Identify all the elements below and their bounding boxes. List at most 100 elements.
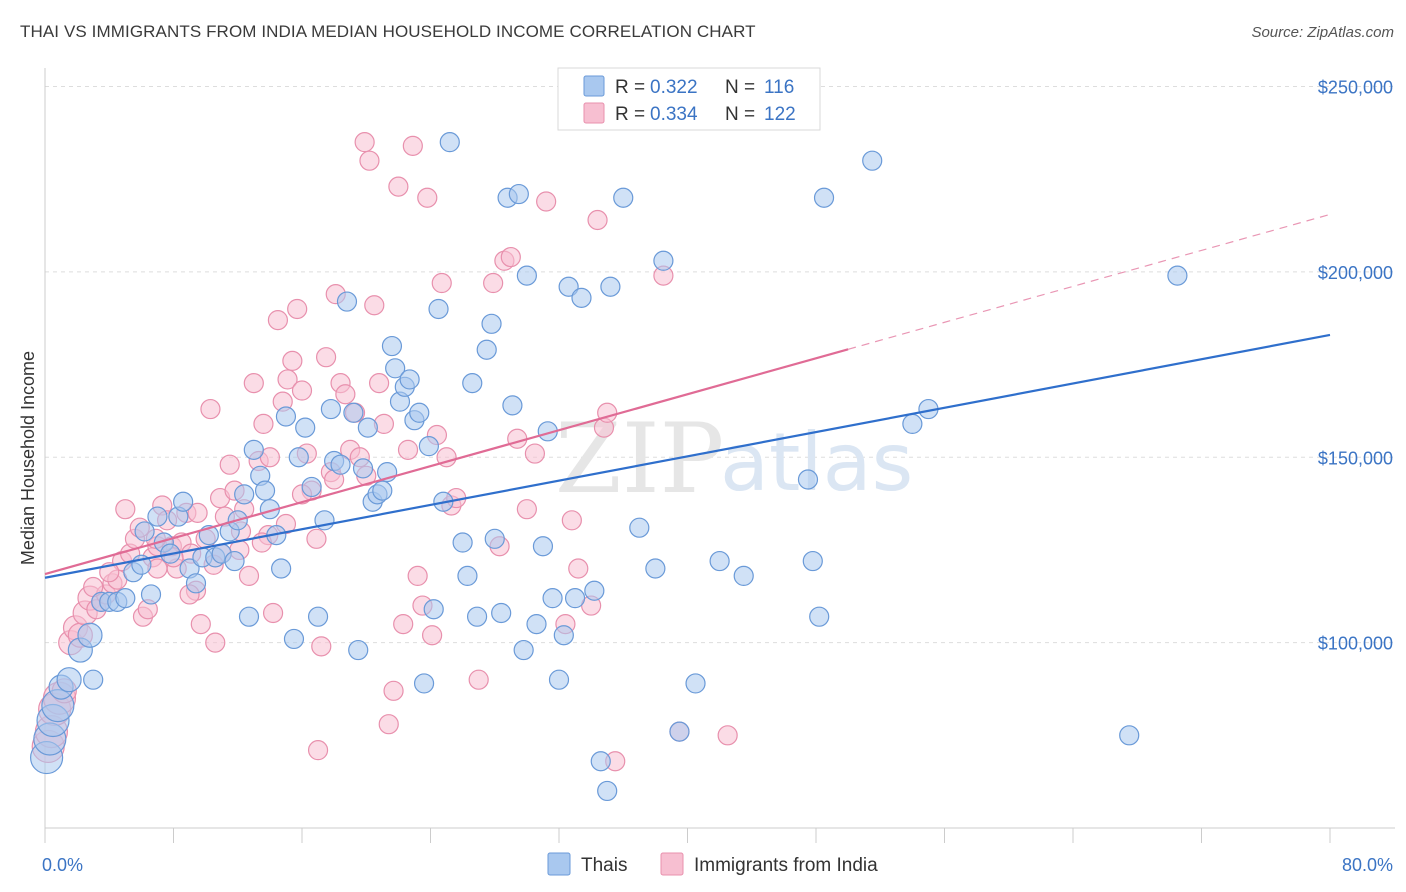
thai-point [452,532,473,553]
thai-point [428,298,449,320]
india-point [243,373,264,394]
thai-point [526,613,547,635]
thai-point [669,721,690,742]
legend-n-label: N = [725,77,755,98]
thai-point [584,580,605,601]
thai-point [613,187,634,208]
india-point [587,209,608,231]
chart-title: THAI VS IMMIGRANTS FROM INDIA MEDIAN HOU… [20,22,756,41]
thai-point [802,550,823,572]
legend-n-value: 122 [764,104,796,125]
thai-point [439,132,460,153]
india-point [315,347,337,368]
trend-lines [44,213,1331,579]
thai-point [413,673,435,694]
legend: R = 0.322 N = 116 R = 0.334 N = 122 [557,67,821,131]
india-point [407,565,428,587]
bottom-legend-swatch-thai [547,852,571,876]
thai-point [484,528,505,549]
thai-point [548,669,570,690]
thai-point [288,447,309,468]
india-point [287,298,308,320]
india-point [397,439,419,460]
x-tick-label: 80.0% [1342,855,1393,875]
y-tick-label: $250,000 [1318,78,1393,98]
series-india-points [31,132,738,772]
india-point [524,443,546,464]
legend-r-value: 0.322 [650,77,698,98]
india-point [717,725,738,746]
thai-point [590,751,611,772]
thai-point [513,639,534,661]
x-tick-labels: 0.0% 80.0% [42,855,1393,875]
thai-point [147,506,168,527]
thai-point [645,558,666,579]
thai-point [466,606,488,627]
thai-point [283,628,305,650]
thai-point [1167,265,1188,286]
chart-source: Source: ZipAtlas.com [1251,24,1394,41]
india-point [187,502,208,523]
thai-point [115,588,136,609]
thai-point [140,584,162,605]
india-point [507,428,528,449]
thai-point [56,667,82,693]
india-point [468,669,489,690]
bottom-legend-label-thai: Thais [581,855,627,876]
y-axis-label: Median Household Income [18,351,38,565]
india-point [388,176,409,197]
legend-n-value: 116 [764,77,794,98]
thai-point [1119,725,1140,746]
india-point [238,565,260,587]
india-point [402,135,423,156]
thai-point [502,395,523,416]
thai-point [508,183,529,205]
thai-point [423,599,444,620]
india-point [536,191,557,212]
thai-point [77,622,103,648]
india-trend-line [44,348,849,576]
india-point [364,295,385,316]
thai-point [558,276,579,297]
thai-point [185,573,207,594]
india-point [200,398,221,420]
thai-point [462,373,483,394]
legend-r-value: 0.334 [650,104,698,125]
thai-point [243,439,264,460]
thai-point [653,250,674,271]
thai-point [275,406,297,427]
india-point [291,380,313,401]
india-point [422,625,443,646]
thai-point [238,606,260,627]
bottom-legend: Thais Immigrants from India [547,852,878,876]
india-point [359,150,380,171]
thai-point [134,521,155,542]
thai-point [902,413,923,435]
india-point [516,499,537,520]
thai-point [409,402,430,423]
india-point [383,680,404,701]
thai-point [343,402,364,423]
thai-point [542,588,563,609]
thai-point [553,625,574,646]
thai-point [399,369,420,390]
india-point [483,272,504,294]
legend-swatch-thai [583,75,605,97]
thai-point [336,291,358,312]
thai-point [372,480,393,501]
thai-point [234,484,255,505]
y-tick-label: $150,000 [1318,448,1393,468]
watermark-atlas: atlas [720,416,913,509]
india-point [431,272,452,294]
thai-point [357,417,378,438]
legend-swatch-india [583,102,605,124]
india-trend-line-extension [847,213,1331,350]
bottom-legend-swatch-india [660,852,684,876]
thai-point [330,454,351,475]
y-tick-labels: $100,000 $150,000 $200,000 $250,000 [1318,78,1393,654]
thai-point [173,491,194,512]
thai-point [418,436,439,457]
india-point [335,384,356,405]
thai-point [381,335,403,357]
